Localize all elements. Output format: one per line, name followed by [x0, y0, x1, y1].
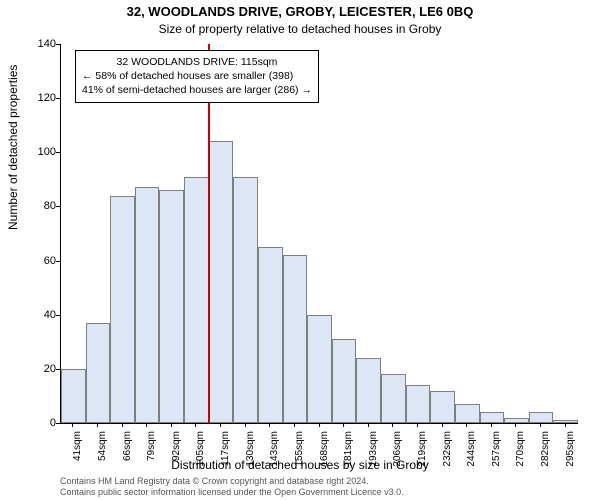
histogram-bar	[283, 255, 308, 423]
histogram-bar	[381, 374, 406, 423]
x-tick-mark	[368, 423, 369, 427]
x-tick-mark	[540, 423, 541, 427]
x-tick-mark	[294, 423, 295, 427]
histogram-bar	[110, 196, 135, 423]
x-tick-mark	[392, 423, 393, 427]
histogram-bar	[455, 404, 480, 423]
histogram-bar	[529, 412, 554, 423]
y-tick-mark	[56, 423, 60, 424]
x-tick-mark	[72, 423, 73, 427]
attribution-line-1: Contains HM Land Registry data © Crown c…	[60, 476, 404, 487]
chart-title-main: 32, WOODLANDS DRIVE, GROBY, LEICESTER, L…	[0, 4, 600, 19]
x-tick-mark	[245, 423, 246, 427]
x-tick-mark	[515, 423, 516, 427]
x-tick-mark	[417, 423, 418, 427]
y-tick-mark	[56, 315, 60, 316]
x-tick-mark	[220, 423, 221, 427]
y-tick-label: 80	[44, 200, 56, 212]
y-tick-label: 60	[44, 255, 56, 267]
y-tick-label: 100	[38, 146, 56, 158]
x-tick-mark	[195, 423, 196, 427]
histogram-bar	[332, 339, 357, 423]
annotation-line: ← 58% of detached houses are smaller (39…	[82, 69, 312, 83]
histogram-bar	[233, 177, 258, 423]
x-tick-mark	[171, 423, 172, 427]
histogram-bar	[209, 141, 234, 423]
x-tick-mark	[319, 423, 320, 427]
histogram-bar	[504, 418, 529, 423]
annotation-line: 41% of semi-detached houses are larger (…	[82, 83, 312, 97]
x-tick-mark	[146, 423, 147, 427]
chart-title-sub: Size of property relative to detached ho…	[0, 22, 600, 36]
histogram-bar	[430, 391, 455, 423]
x-tick-mark	[466, 423, 467, 427]
x-tick-mark	[122, 423, 123, 427]
x-tick-mark	[97, 423, 98, 427]
histogram-bar	[480, 412, 505, 423]
x-tick-mark	[491, 423, 492, 427]
y-tick-label: 140	[38, 38, 56, 50]
y-tick-mark	[56, 369, 60, 370]
x-axis-label: Distribution of detached houses by size …	[0, 458, 600, 472]
histogram-bar	[135, 187, 160, 423]
y-tick-mark	[56, 206, 60, 207]
y-tick-mark	[56, 98, 60, 99]
annotation-line: 32 WOODLANDS DRIVE: 115sqm	[82, 55, 312, 69]
annotation-box: 32 WOODLANDS DRIVE: 115sqm← 58% of detac…	[75, 50, 319, 103]
y-tick-mark	[56, 44, 60, 45]
attribution-text: Contains HM Land Registry data © Crown c…	[60, 476, 404, 498]
attribution-line-2: Contains public sector information licen…	[60, 487, 404, 498]
histogram-bar	[61, 369, 86, 423]
histogram-bar	[184, 177, 209, 423]
histogram-bar	[86, 323, 111, 423]
histogram-bar	[258, 247, 283, 423]
x-tick-mark	[269, 423, 270, 427]
histogram-bar	[356, 358, 381, 423]
chart-container: 32, WOODLANDS DRIVE, GROBY, LEICESTER, L…	[0, 0, 600, 500]
y-tick-mark	[56, 152, 60, 153]
y-tick-label: 20	[44, 363, 56, 375]
y-axis-label: Number of detached properties	[6, 65, 20, 230]
histogram-bar	[307, 315, 332, 423]
y-tick-label: 120	[38, 92, 56, 104]
x-tick-mark	[343, 423, 344, 427]
x-tick-mark	[565, 423, 566, 427]
histogram-bar	[159, 190, 184, 423]
histogram-bar	[406, 385, 431, 423]
x-tick-mark	[442, 423, 443, 427]
y-tick-label: 40	[44, 309, 56, 321]
y-tick-mark	[56, 261, 60, 262]
